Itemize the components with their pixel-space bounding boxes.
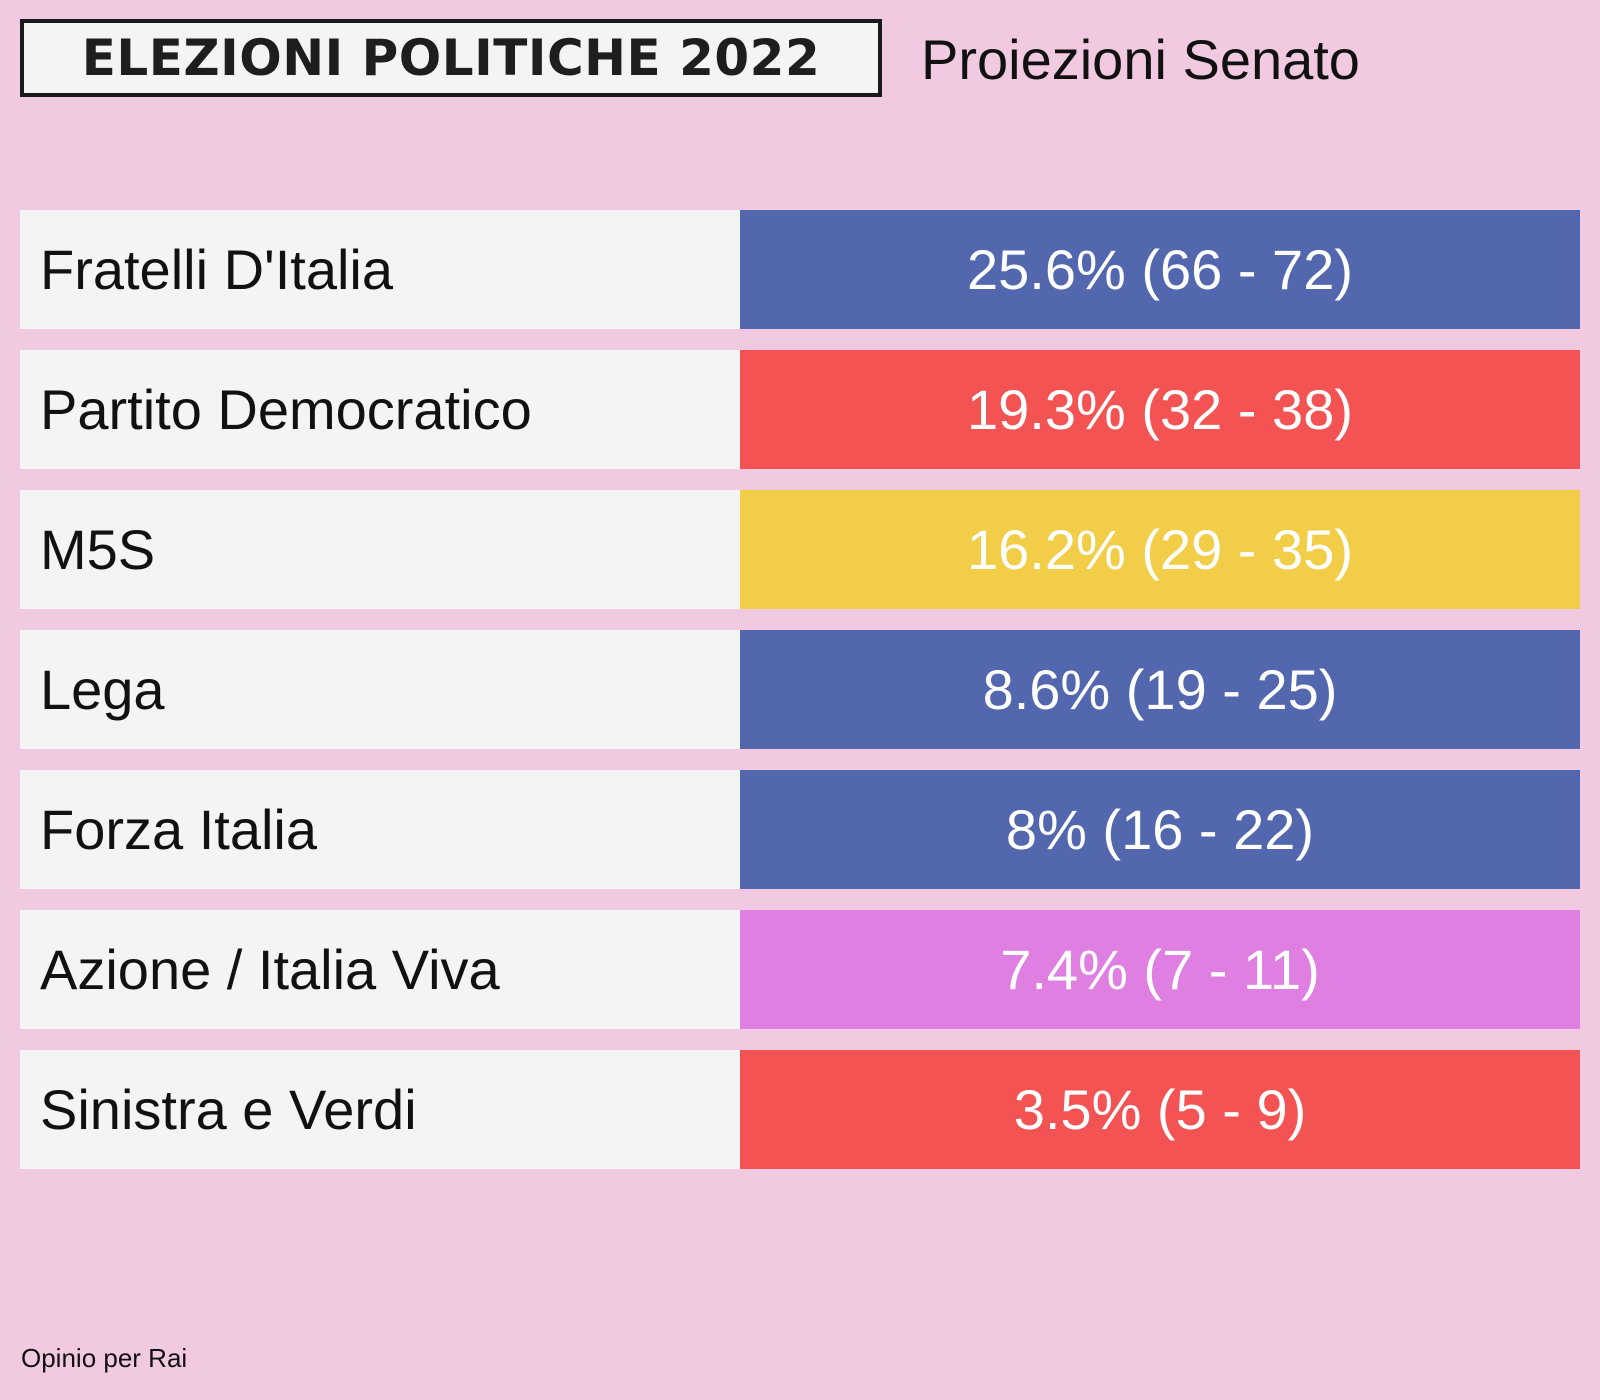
party-name: Fratelli D'Italia (20, 210, 740, 329)
table-row: Sinistra e Verdi 3.5% (5 - 9) (20, 1050, 1580, 1169)
party-result: 8% (16 - 22) (740, 770, 1580, 889)
election-title-badge: ELEZIONI POLITICHE 2022 (20, 19, 882, 97)
party-name: Lega (20, 630, 740, 749)
table-row: Fratelli D'Italia 25.6% (66 - 72) (20, 210, 1580, 329)
table-row: Azione / Italia Viva 7.4% (7 - 11) (20, 910, 1580, 1029)
party-result: 19.3% (32 - 38) (740, 350, 1580, 469)
table-row: M5S 16.2% (29 - 35) (20, 490, 1580, 609)
table-row: Lega 8.6% (19 - 25) (20, 630, 1580, 749)
party-result: 16.2% (29 - 35) (740, 490, 1580, 609)
party-result: 7.4% (7 - 11) (740, 910, 1580, 1029)
party-name: Forza Italia (20, 770, 740, 889)
election-title: ELEZIONI POLITICHE 2022 (81, 29, 821, 87)
party-name: M5S (20, 490, 740, 609)
table-row: Forza Italia 8% (16 - 22) (20, 770, 1580, 889)
party-name: Sinistra e Verdi (20, 1050, 740, 1169)
party-name: Partito Democratico (20, 350, 740, 469)
party-result: 8.6% (19 - 25) (740, 630, 1580, 749)
table-row: Partito Democratico 19.3% (32 - 38) (20, 350, 1580, 469)
source-note: Opinio per Rai (21, 1343, 188, 1373)
party-name: Azione / Italia Viva (20, 910, 740, 1029)
party-result: 25.6% (66 - 72) (740, 210, 1580, 329)
results-table: Fratelli D'Italia 25.6% (66 - 72) Partito … (20, 210, 1580, 1190)
party-result: 3.5% (5 - 9) (740, 1050, 1580, 1169)
chart-subtitle: Proiezioni Senato (921, 28, 1360, 91)
